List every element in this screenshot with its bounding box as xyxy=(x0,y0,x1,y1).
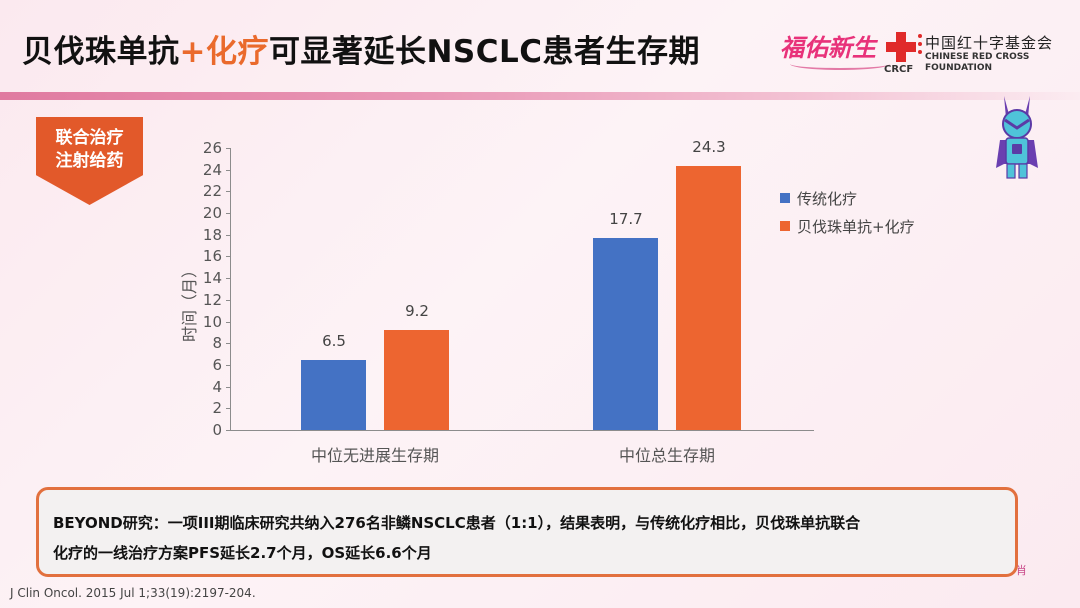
study-summary-box: BEYOND研究：一项III期临床研究共纳入276名非鳞NSCLC患者（1:1）… xyxy=(36,487,1018,577)
y-tick-label: 16 xyxy=(202,247,222,266)
y-tick-label: 0 xyxy=(212,421,222,439)
y-tick xyxy=(226,321,230,323)
org-name-en-line1: CHINESE RED CROSS xyxy=(925,52,1030,62)
header-divider-band xyxy=(0,92,1080,100)
org-name-cn: 中国红十字基金会 xyxy=(925,34,1054,52)
y-tick-label: 8 xyxy=(212,334,222,353)
y-tick-label: 2 xyxy=(212,399,222,418)
y-tick xyxy=(226,256,230,258)
legend-item-bev-chemo: 贝伐珠单抗+化疗 xyxy=(780,217,915,236)
y-tick-label: 22 xyxy=(202,182,222,201)
legend-label-bev-chemo: 贝伐珠单抗+化疗 xyxy=(797,217,915,236)
y-tick xyxy=(226,386,230,388)
badge-line-2: 注射给药 xyxy=(55,151,124,171)
bar-value-label: 6.5 xyxy=(322,331,346,350)
bar xyxy=(593,238,658,430)
bar-value-label: 9.2 xyxy=(405,302,429,321)
y-tick-label: 18 xyxy=(202,225,222,244)
y-tick xyxy=(226,299,230,301)
y-tick xyxy=(226,278,230,280)
y-tick-label: 12 xyxy=(202,290,222,309)
y-tick xyxy=(226,213,230,215)
corner-mark: 肖 xyxy=(1016,564,1027,577)
legend-label-chemo: 传统化疗 xyxy=(797,189,858,208)
y-tick xyxy=(226,148,230,149)
page-title: 贝伐珠单抗+化疗可显著延长NSCLC患者生存期 xyxy=(22,26,700,71)
legend-swatch-orange xyxy=(780,221,790,231)
red-cross-icon xyxy=(886,32,916,62)
title-part-1: 贝伐珠单抗 xyxy=(22,34,180,70)
robot-mascot-icon xyxy=(996,96,1038,179)
org-name-en: CHINESE RED CROSS FOUNDATION xyxy=(925,52,1029,74)
org-abbreviation: CRCF xyxy=(884,64,914,75)
therapy-badge-text: 联合治疗 注射给药 xyxy=(36,127,143,173)
y-tick-label: 20 xyxy=(202,204,222,223)
red-cross-dots-icon xyxy=(918,34,924,60)
y-tick-label: 24 xyxy=(202,160,222,179)
title-accent: +化疗 xyxy=(179,34,269,70)
bar-value-label: 24.3 xyxy=(692,138,726,157)
legend-item-chemo: 传统化疗 xyxy=(780,189,915,208)
y-tick xyxy=(226,408,230,410)
badge-line-1: 联合治疗 xyxy=(55,128,124,148)
y-tick xyxy=(226,191,230,193)
y-tick-label: 4 xyxy=(212,377,222,396)
x-axis xyxy=(230,430,814,431)
category-label-os: 中位总生存期 xyxy=(618,446,715,465)
bar xyxy=(676,166,741,430)
bar-value-label: 17.7 xyxy=(609,210,643,229)
survival-bar-chart: 时间（月） 0 2 4 6 8 10 12 14 16 18 20 22 24 26 6.5 9.2 17.7… xyxy=(180,138,915,465)
bar xyxy=(384,330,449,430)
category-label-pfs: 中位无进展生存期 xyxy=(310,446,439,465)
org-name-en-line2: FOUNDATION xyxy=(925,63,993,73)
slogan-swirl-decoration xyxy=(790,58,890,70)
y-tick xyxy=(226,234,230,236)
bar xyxy=(301,359,366,430)
y-tick xyxy=(226,430,230,431)
y-tick xyxy=(226,343,230,345)
y-tick-label: 6 xyxy=(212,355,222,374)
title-part-2: 可显著延长NSCLC患者生存期 xyxy=(268,34,701,70)
chart-legend: 传统化疗 贝伐珠单抗+化疗 xyxy=(780,189,915,245)
y-tick xyxy=(226,169,230,171)
y-axis xyxy=(230,148,231,430)
y-tick-label: 14 xyxy=(202,269,222,288)
y-tick-label: 26 xyxy=(202,139,222,157)
y-tick xyxy=(226,364,230,366)
y-tick-label: 10 xyxy=(202,312,222,331)
legend-swatch-blue xyxy=(780,193,790,203)
summary-line-1: BEYOND研究：一项III期临床研究共纳入276名非鳞NSCLC患者（1:1）… xyxy=(53,514,861,532)
summary-line-2: 化疗的一线治疗方案PFS延长2.7个月，OS延长6.6个月 xyxy=(53,544,432,562)
reference-citation: J Clin Oncol. 2015 Jul 1;33(19):2197-204… xyxy=(10,586,256,600)
